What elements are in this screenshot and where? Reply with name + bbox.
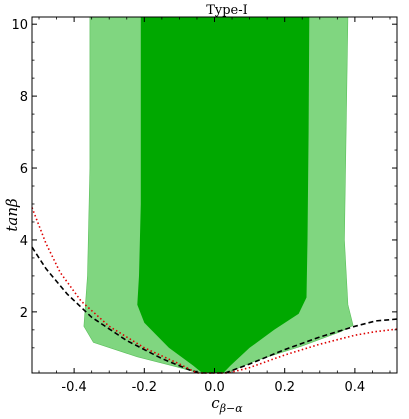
x-tick-label: 0.2: [274, 380, 295, 395]
x-tick-label: -0.4: [61, 380, 86, 395]
y-axis-label: tanβ: [3, 198, 21, 232]
inner-region: [137, 17, 310, 373]
regions-layer: [83, 16, 354, 374]
x-axis-label: cβ−α: [211, 394, 243, 415]
ticks-layer: -0.4 -0.2 0.0 0.2 0.4 2 4 6 8 10: [11, 17, 397, 395]
x-axis-label-sub: β−α: [219, 402, 244, 415]
x-tick-label: -0.2: [132, 380, 157, 395]
y-tick-label: 2: [20, 306, 28, 321]
x-tick-label: 0.0: [204, 380, 225, 395]
y-tick-label: 8: [20, 90, 28, 105]
y-axis-label-beta: β: [3, 198, 21, 208]
x-tick-label: 0.4: [345, 380, 366, 395]
y-tick-label: 6: [20, 162, 28, 177]
y-tick-label: 10: [11, 18, 28, 33]
y-tick-label: 4: [20, 234, 28, 249]
chart-title: Type-I: [206, 3, 248, 18]
